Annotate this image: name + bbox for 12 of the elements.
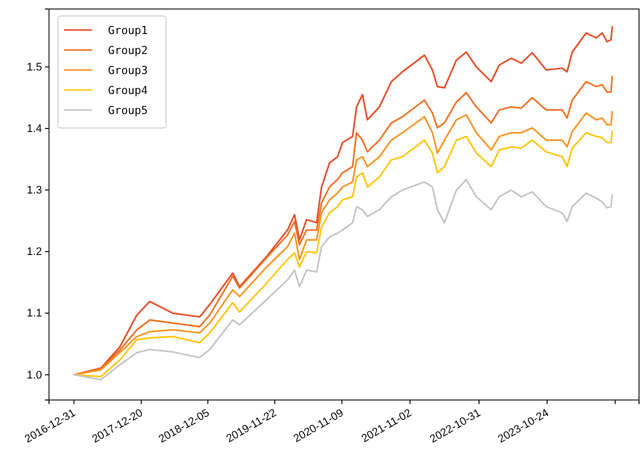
legend-label: Group5 — [108, 104, 148, 117]
y-tick-label: 1.3 — [26, 184, 42, 197]
line-series — [73, 178, 613, 380]
legend-label: Group3 — [108, 64, 148, 77]
legend-label: Group1 — [108, 24, 148, 37]
legend-label: Group2 — [108, 44, 148, 57]
y-tick-label: 1.5 — [26, 61, 42, 74]
y-tick-label: 1.4 — [26, 122, 42, 135]
y-tick-label: 1.0 — [26, 369, 42, 382]
legend-label: Group4 — [108, 84, 148, 97]
y-tick-label: 1.2 — [26, 246, 42, 258]
y-tick-label: 1.1 — [26, 308, 42, 320]
